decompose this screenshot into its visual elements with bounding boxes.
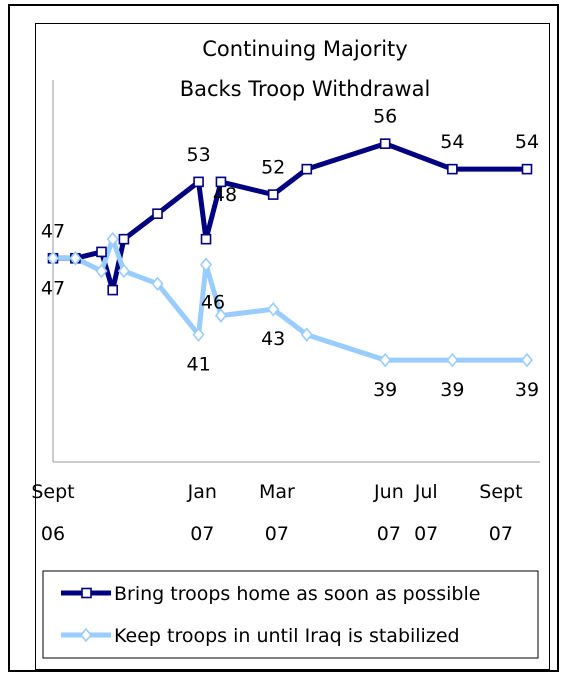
chart-inner-frame [35,23,550,670]
series-1-marker [301,163,313,175]
series-2-marker [520,352,534,368]
chart-title: Continuing Majority Backs Troop Withdrawa… [180,37,431,101]
legend-box [42,570,539,659]
data-label-series-2: 41 [187,354,211,376]
series-1-marker [215,176,227,188]
chart-axes [52,80,540,463]
data-label-series-2: 39 [440,379,464,401]
x-tick-label: Jun [373,481,404,503]
series-1-marker [447,163,458,175]
series-2-marker [117,263,130,279]
series-1-marker [193,176,204,188]
series-2-marker [300,327,313,342]
data-label-series-1: 47 [41,220,65,242]
legend-label: Keep troops in until Iraq is stabilized [114,625,460,647]
data-label-series-1: 56 [373,106,397,128]
chart-title-line: Continuing Majority [202,37,407,61]
legend-swatch-marker [81,587,92,599]
x-tick-label: Mar [259,481,295,503]
series-1-marker [379,138,391,149]
series-2-marker [446,352,459,368]
x-tick-label: 06 [41,523,65,545]
x-tick-label: 07 [489,523,513,545]
series-2-marker [192,327,205,342]
series-1-marker [267,189,279,200]
series-2-marker [46,251,60,266]
series-line-2 [53,236,527,363]
data-label-series-1: 52 [261,157,285,179]
x-tick-label: 07 [377,523,401,545]
data-label-series-1: 54 [440,131,464,153]
data-label-series-1: 54 [515,131,539,153]
x-tick-label: 07 [190,523,214,545]
data-label-series-2: 47 [41,277,65,299]
series-1-marker [107,284,119,296]
series-2-marker [69,251,82,266]
chart-title-line: Backs Troop Withdrawal [180,77,431,101]
legend-label: Bring troops home as soon as possible [114,583,480,605]
x-tick-label: Sept [479,481,522,503]
series-1-marker [521,163,533,175]
series-1-marker [118,233,130,245]
x-tick-labels: Sept 06 Jan 07 Mar 07 Jun 07 Jul 07 Sept 07 [31,481,522,545]
data-label-series-1: 53 [187,144,211,166]
chart-legend: Bring troops home as soon as possible Kee… [42,570,539,659]
x-tick-label: 07 [265,523,289,545]
data-label-series-2: 46 [201,292,225,314]
legend-swatch-marker [79,627,93,643]
data-label-series-2: 43 [261,328,285,350]
series-1-marker [96,246,107,258]
series-2-marker [106,231,119,247]
data-label-series-1: 48 [213,184,237,206]
series-1-marker [200,233,212,245]
data-label-series-2: 39 [373,379,397,401]
series-1-marker [152,208,163,219]
series-2-marker [214,308,227,323]
series-2-marker [199,257,213,272]
x-tick-label: Jul [414,481,438,503]
x-tick-label: Sept [31,481,74,503]
series-2-marker [95,263,108,279]
x-tick-label: Jan [187,481,217,503]
series-2-marker [379,352,392,368]
chart-outer-frame [8,4,559,672]
data-label-series-2: 39 [515,379,539,401]
series-2-marker [267,301,280,317]
x-tick-label: 07 [414,523,438,545]
series-2-marker [151,276,164,291]
chart-series [46,138,534,368]
